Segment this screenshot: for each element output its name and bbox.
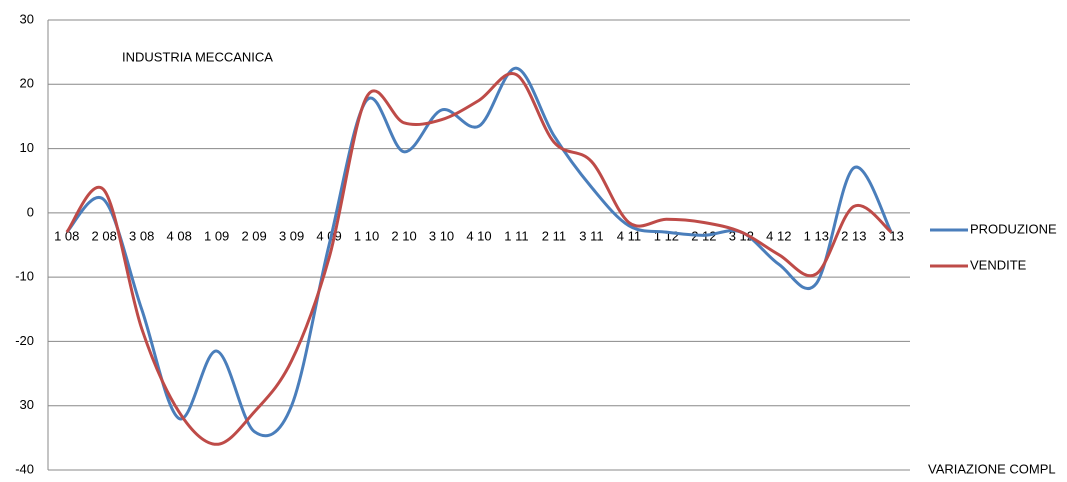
x-tick-label: 1 13 <box>804 228 829 243</box>
y-tick-label: -20 <box>15 333 34 348</box>
x-tick-label: 1 10 <box>354 228 379 243</box>
x-tick-label: 3 08 <box>129 228 154 243</box>
y-tick-label: 30 <box>20 11 34 26</box>
legend-label: PRODUZIONE <box>970 221 1057 236</box>
y-tick-label: 0 <box>27 204 34 219</box>
series-line <box>65 71 893 446</box>
y-tick-label: 30 <box>20 397 34 412</box>
x-tick-label: 2 09 <box>241 228 266 243</box>
x-tick-label: 4 10 <box>466 228 491 243</box>
x-tick-label: 2 13 <box>841 228 866 243</box>
x-tick-label: 4 11 <box>617 228 641 243</box>
x-tick-label: 3 09 <box>279 228 304 243</box>
x-tick-label: 1 08 <box>54 228 79 243</box>
y-tick-label: -10 <box>15 269 34 284</box>
x-tick-label: 4 12 <box>766 228 791 243</box>
x-tick-label: 4 08 <box>167 228 192 243</box>
x-tick-label: 1 09 <box>204 228 229 243</box>
x-tick-label: 2 10 <box>391 228 416 243</box>
y-tick-label: -40 <box>15 461 34 476</box>
x-tick-label: 2 08 <box>92 228 117 243</box>
chart-title: INDUSTRIA MECCANICA <box>122 49 273 64</box>
x-tick-label: 3 10 <box>429 228 454 243</box>
y-tick-label: 10 <box>20 140 34 155</box>
y-tick-label: 20 <box>20 76 34 91</box>
legend-label: VENDITE <box>970 257 1027 272</box>
x-tick-label: 3 13 <box>879 228 904 243</box>
x-tick-label: 3 11 <box>579 228 603 243</box>
x-tick-label: 1 11 <box>504 228 528 243</box>
x-axis-title: VARIAZIONE COMPL <box>928 461 1056 476</box>
x-tick-label: 2 11 <box>542 228 566 243</box>
series-line <box>65 66 893 438</box>
